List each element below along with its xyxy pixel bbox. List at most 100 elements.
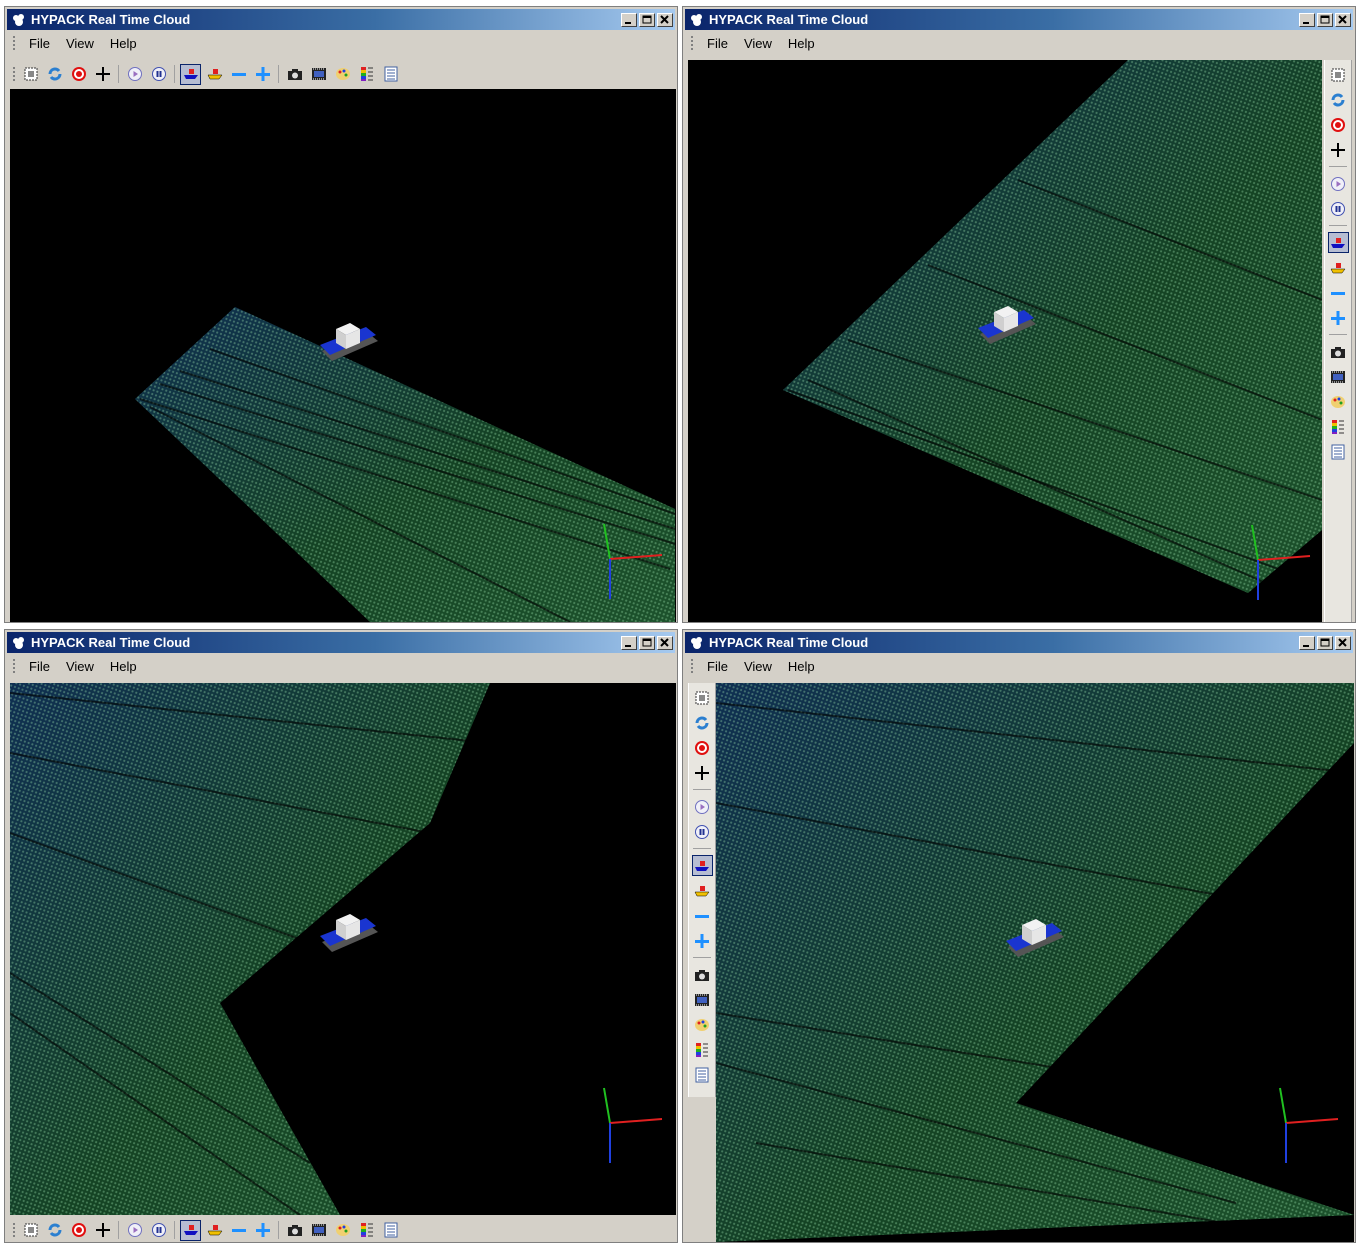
point-cloud-viewport[interactable] (10, 683, 676, 1215)
close-icon[interactable] (657, 13, 673, 27)
menu-help[interactable]: Help (102, 659, 145, 674)
crosshair-icon[interactable] (92, 1220, 113, 1241)
settings-list-icon[interactable] (380, 1220, 401, 1241)
toolbar-separator (118, 1221, 119, 1239)
film-icon[interactable] (1328, 366, 1349, 387)
minimize-icon[interactable] (621, 13, 637, 27)
menu-help[interactable]: Help (780, 36, 823, 51)
play-icon[interactable] (124, 1220, 145, 1241)
crosshair-icon[interactable] (692, 762, 713, 783)
play-icon[interactable] (124, 64, 145, 85)
pause-icon[interactable] (148, 1220, 169, 1241)
minus-icon[interactable] (228, 1220, 249, 1241)
close-icon[interactable] (1335, 636, 1351, 650)
menu-help[interactable]: Help (780, 659, 823, 674)
menu-file[interactable]: File (21, 659, 58, 674)
menu-grip[interactable] (691, 659, 693, 673)
zoom-extents-icon[interactable] (20, 64, 41, 85)
toolbar-grip[interactable] (13, 1223, 15, 1237)
toolbar-grip[interactable] (13, 67, 15, 81)
menu-grip[interactable] (13, 659, 15, 673)
camera-icon[interactable] (692, 964, 713, 985)
menu-file[interactable]: File (699, 659, 736, 674)
plus-icon[interactable] (252, 1220, 273, 1241)
boat-follow-icon[interactable] (1328, 257, 1349, 278)
zoom-extents-icon[interactable] (692, 687, 713, 708)
menu-file[interactable]: File (699, 36, 736, 51)
settings-list-icon[interactable] (1328, 441, 1349, 462)
minimize-icon[interactable] (1299, 13, 1315, 27)
crosshair-icon[interactable] (1328, 139, 1349, 160)
target-icon[interactable] (692, 737, 713, 758)
film-icon[interactable] (308, 1220, 329, 1241)
target-icon[interactable] (1328, 114, 1349, 135)
zoom-extents-icon[interactable] (20, 1220, 41, 1241)
palette-icon[interactable] (1328, 391, 1349, 412)
minimize-icon[interactable] (621, 636, 637, 650)
boat-view-icon[interactable] (180, 1220, 201, 1241)
maximize-icon[interactable] (639, 13, 655, 27)
boat-view-icon[interactable] (1328, 232, 1349, 253)
title-bar[interactable]: HYPACK Real Time Cloud (7, 632, 675, 653)
target-icon[interactable] (68, 64, 89, 85)
menu-view[interactable]: View (58, 659, 102, 674)
boat-view-icon[interactable] (180, 64, 201, 85)
minus-icon[interactable] (1328, 282, 1349, 303)
menu-grip[interactable] (13, 36, 15, 50)
menu-help[interactable]: Help (102, 36, 145, 51)
camera-icon[interactable] (284, 64, 305, 85)
color-scale-icon[interactable] (692, 1039, 713, 1060)
target-icon[interactable] (68, 1220, 89, 1241)
point-cloud-viewport[interactable] (10, 89, 676, 622)
maximize-icon[interactable] (1317, 636, 1333, 650)
zoom-extents-icon[interactable] (1328, 64, 1349, 85)
pause-icon[interactable] (692, 821, 713, 842)
minus-icon[interactable] (692, 905, 713, 926)
rotate-icon[interactable] (1328, 89, 1349, 110)
rotate-icon[interactable] (44, 64, 65, 85)
settings-list-icon[interactable] (692, 1064, 713, 1085)
boat-follow-icon[interactable] (204, 64, 225, 85)
settings-list-icon[interactable] (380, 64, 401, 85)
camera-icon[interactable] (284, 1220, 305, 1241)
crosshair-icon[interactable] (92, 64, 113, 85)
rotate-icon[interactable] (44, 1220, 65, 1241)
film-icon[interactable] (308, 64, 329, 85)
menu-view[interactable]: View (58, 36, 102, 51)
menu-view[interactable]: View (736, 36, 780, 51)
color-scale-icon[interactable] (1328, 416, 1349, 437)
minus-icon[interactable] (228, 64, 249, 85)
title-bar[interactable]: HYPACK Real Time Cloud (685, 632, 1353, 653)
boat-view-icon[interactable] (692, 855, 713, 876)
plus-icon[interactable] (252, 64, 273, 85)
film-icon[interactable] (692, 989, 713, 1010)
close-icon[interactable] (657, 636, 673, 650)
play-icon[interactable] (692, 796, 713, 817)
pause-icon[interactable] (148, 64, 169, 85)
plus-icon[interactable] (692, 930, 713, 951)
title-bar[interactable]: HYPACK Real Time Cloud (685, 9, 1353, 30)
toolbar-separator (1329, 166, 1347, 167)
palette-icon[interactable] (332, 1220, 353, 1241)
menu-view[interactable]: View (736, 659, 780, 674)
close-icon[interactable] (1335, 13, 1351, 27)
plus-icon[interactable] (1328, 307, 1349, 328)
menu-grip[interactable] (691, 36, 693, 50)
boat-follow-icon[interactable] (204, 1220, 225, 1241)
rotate-icon[interactable] (692, 712, 713, 733)
menu-file[interactable]: File (21, 36, 58, 51)
pause-icon[interactable] (1328, 198, 1349, 219)
boat-follow-icon[interactable] (692, 880, 713, 901)
color-scale-icon[interactable] (356, 1220, 377, 1241)
point-cloud-viewport[interactable] (688, 60, 1322, 622)
maximize-icon[interactable] (1317, 13, 1333, 27)
palette-icon[interactable] (332, 64, 353, 85)
color-scale-icon[interactable] (356, 64, 377, 85)
palette-icon[interactable] (692, 1014, 713, 1035)
minimize-icon[interactable] (1299, 636, 1315, 650)
maximize-icon[interactable] (639, 636, 655, 650)
title-bar[interactable]: HYPACK Real Time Cloud (7, 9, 675, 30)
play-icon[interactable] (1328, 173, 1349, 194)
point-cloud-viewport[interactable] (716, 683, 1354, 1242)
camera-icon[interactable] (1328, 341, 1349, 362)
